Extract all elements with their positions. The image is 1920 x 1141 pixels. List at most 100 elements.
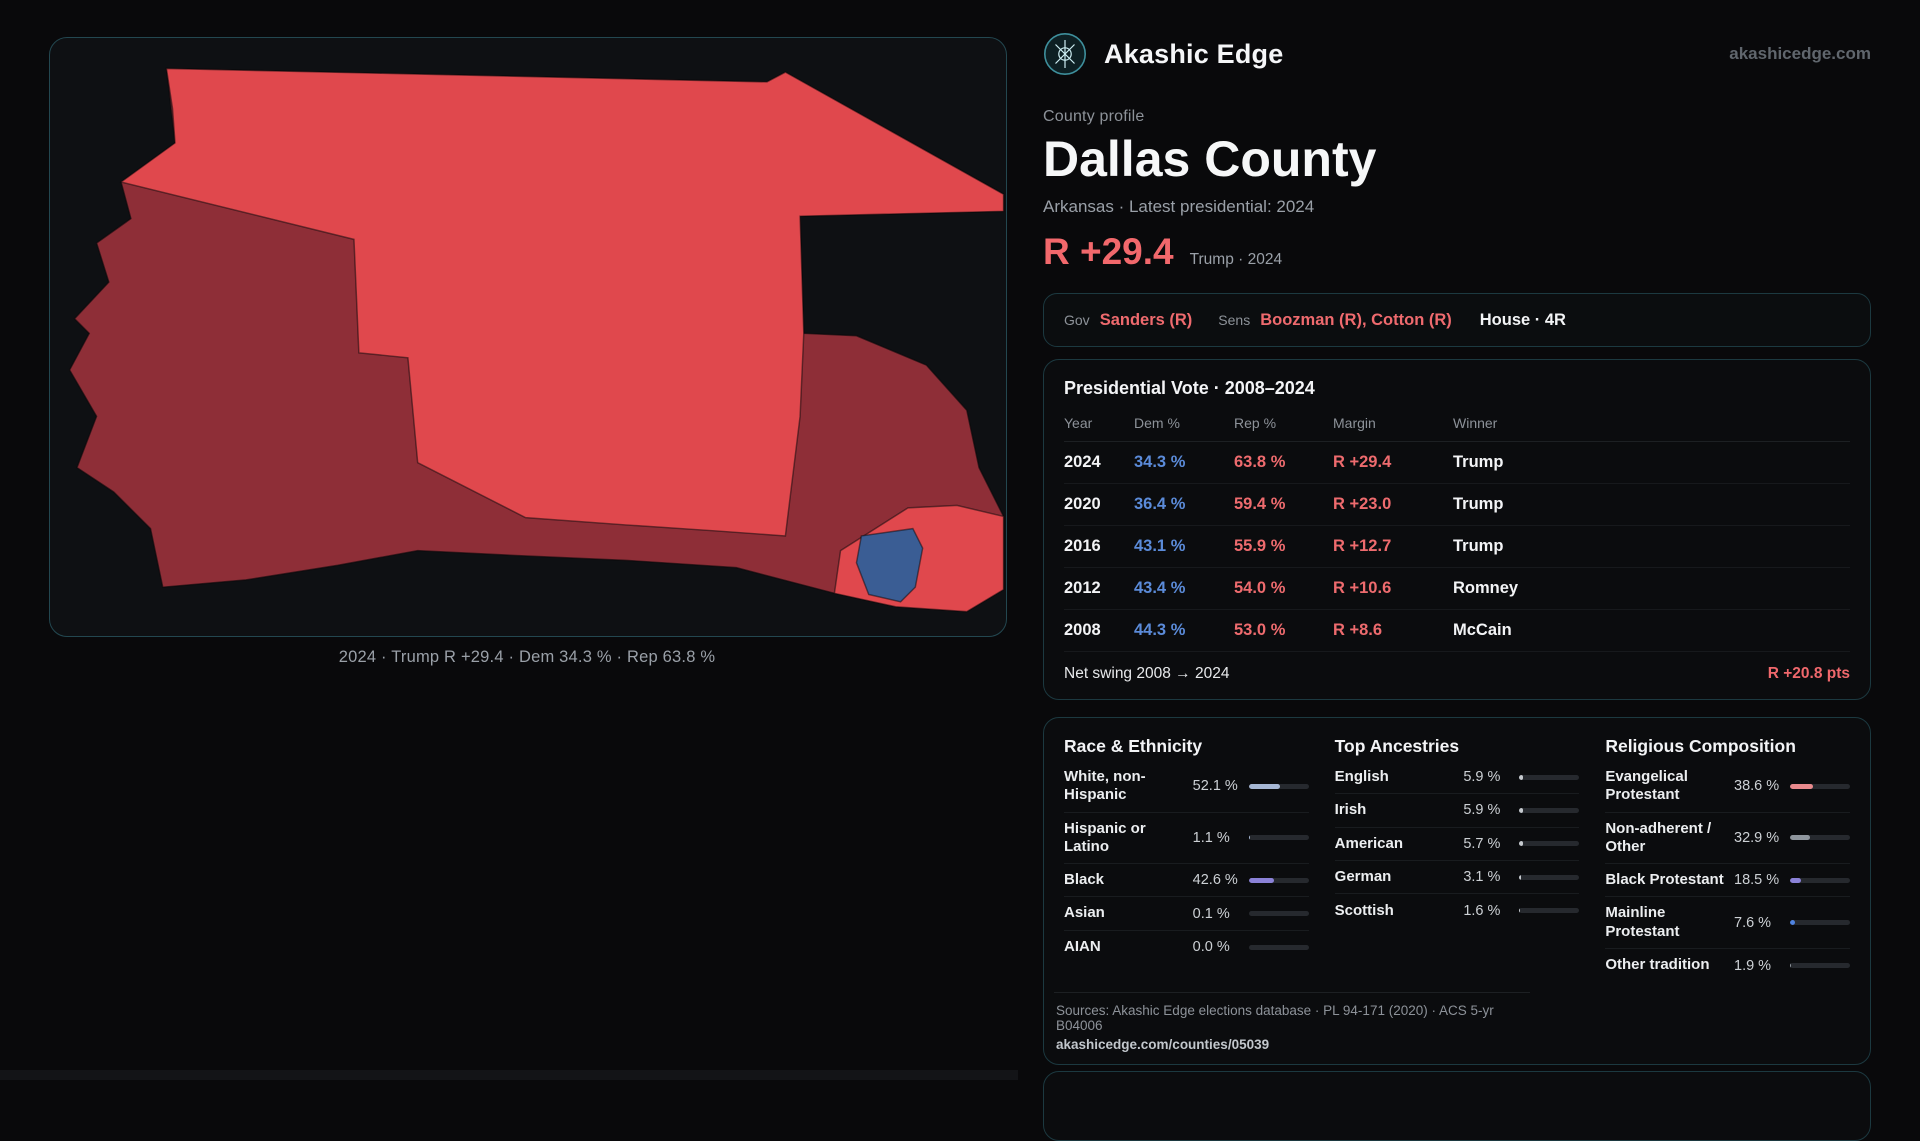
demographic-value: 18.5 % — [1734, 872, 1790, 888]
column-header-rep: Rep % — [1234, 415, 1333, 431]
vote-table-row: 2024 34.3 % 63.8 % R +29.4 Trump — [1064, 442, 1850, 484]
demographic-label: Non-adherent / Other — [1605, 820, 1734, 857]
demographic-value: 3.1 % — [1463, 869, 1519, 885]
cell-year: 2008 — [1064, 621, 1134, 640]
demographic-value: 7.6 % — [1734, 915, 1790, 931]
brand-home-link[interactable]: Akashic Edge — [1043, 32, 1283, 76]
demographic-bar-track — [1790, 963, 1850, 968]
cell-margin: R +10.6 — [1333, 579, 1453, 598]
sources-block: Sources: Akashic Edge elections database… — [1054, 992, 1530, 1052]
governor-label: Gov — [1064, 312, 1090, 328]
demographic-label: Hispanic or Latino — [1064, 820, 1193, 857]
net-swing-row: Net swing 2008 → 2024 R +20.8 pts — [1064, 665, 1850, 687]
vote-table-row: 2020 36.4 % 59.4 % R +23.0 Trump — [1064, 484, 1850, 526]
cell-year: 2020 — [1064, 495, 1134, 514]
demographic-bar-track — [1790, 784, 1850, 789]
demographic-bar-track — [1249, 784, 1309, 789]
demographic-label: American — [1335, 835, 1464, 853]
demographic-row: Hispanic or Latino 1.1 % — [1064, 813, 1309, 865]
demographic-bar-fill — [1519, 841, 1522, 846]
site-url-link[interactable]: akashicedge.com — [1729, 44, 1871, 64]
demographic-bar-track — [1519, 775, 1579, 780]
demographic-value: 0.0 % — [1193, 939, 1249, 955]
cell-margin: R +12.7 — [1333, 537, 1453, 556]
demographic-value: 0.1 % — [1193, 906, 1249, 922]
demographic-label: AIAN — [1064, 938, 1193, 956]
demographic-bar-fill — [1790, 835, 1810, 840]
demographic-row: Mainline Protestant 7.6 % — [1605, 897, 1850, 949]
demographic-value: 5.9 % — [1463, 802, 1519, 818]
demographic-bar-fill — [1790, 963, 1791, 968]
demographic-label: Black — [1064, 871, 1193, 889]
demographic-bar-track — [1249, 911, 1309, 916]
vote-table-row: 2016 43.1 % 55.9 % R +12.7 Trump — [1064, 526, 1850, 568]
demographic-value: 38.6 % — [1734, 778, 1790, 794]
demographic-bar-fill — [1249, 784, 1280, 789]
cell-rep-pct: 54.0 % — [1234, 579, 1333, 598]
permalink-link[interactable]: akashicedge.com/counties/05039 — [1056, 1037, 1530, 1052]
demographic-value: 5.7 % — [1463, 836, 1519, 852]
cell-winner: Trump — [1453, 453, 1850, 472]
demographic-row: Non-adherent / Other 32.9 % — [1605, 813, 1850, 865]
house-delegation: House · 4R — [1480, 311, 1566, 330]
demographic-value: 1.1 % — [1193, 830, 1249, 846]
cell-winner: Trump — [1453, 495, 1850, 514]
demographic-row: Other tradition 1.9 % — [1605, 949, 1850, 982]
demographic-row: English 5.9 % — [1335, 761, 1580, 794]
demographic-bar-fill — [1249, 878, 1275, 883]
religious-composition-column: Religious Composition Evangelical Protes… — [1605, 736, 1850, 982]
headline-margin-note: Trump · 2024 — [1190, 251, 1282, 269]
sources-text: Sources: Akashic Edge elections database… — [1056, 1003, 1530, 1033]
county-profile-panel: Akashic Edge akashicedge.com County prof… — [1043, 30, 1871, 1065]
presidential-vote-card: Presidential Vote · 2008–2024 Year Dem %… — [1043, 359, 1871, 700]
cell-winner: Romney — [1453, 579, 1850, 598]
demographic-row: AIAN 0.0 % — [1064, 931, 1309, 964]
cell-dem-pct: 36.4 % — [1134, 495, 1234, 514]
demographic-label: Black Protestant — [1605, 871, 1734, 889]
demographic-bar-track — [1249, 835, 1309, 840]
demographic-row: Black Protestant 18.5 % — [1605, 864, 1850, 897]
cell-dem-pct: 34.3 % — [1134, 453, 1234, 472]
brand-title: Akashic Edge — [1104, 39, 1283, 70]
county-map-panel — [49, 37, 1007, 637]
top-ancestries-column: Top Ancestries English 5.9 % Irish 5.9 %… — [1335, 736, 1580, 982]
officials-strip: Gov Sanders (R) Sens Boozman (R), Cotton… — [1043, 293, 1871, 347]
cell-year: 2016 — [1064, 537, 1134, 556]
page-title: Dallas County — [1043, 132, 1871, 187]
demographic-value: 32.9 % — [1734, 830, 1790, 846]
demographic-row: German 3.1 % — [1335, 861, 1580, 894]
cell-dem-pct: 43.1 % — [1134, 537, 1234, 556]
demographic-label: Evangelical Protestant — [1605, 768, 1734, 805]
demographic-row: Black 42.6 % — [1064, 864, 1309, 897]
governor-value: Sanders (R) — [1100, 311, 1193, 330]
demographic-value: 42.6 % — [1193, 872, 1249, 888]
demographics-card: Race & Ethnicity White, non-Hispanic 52.… — [1043, 717, 1871, 1065]
county-subtitle: Arkansas · Latest presidential: 2024 — [1043, 197, 1871, 217]
vote-table-row: 2008 44.3 % 53.0 % R +8.6 McCain — [1064, 610, 1850, 652]
vote-table-header: Year Dem % Rep % Margin Winner — [1064, 415, 1850, 442]
demographic-label: Other tradition — [1605, 956, 1734, 974]
demographic-bar-track — [1519, 841, 1579, 846]
column-header-margin: Margin — [1333, 415, 1453, 431]
cell-winner: McCain — [1453, 621, 1850, 640]
demographic-bar-fill — [1790, 920, 1795, 925]
demographic-bar-track — [1519, 875, 1579, 880]
map-caption: 2024 · Trump R +29.4 · Dem 34.3 % · Rep … — [49, 648, 1005, 667]
demographic-label: Mainline Protestant — [1605, 904, 1734, 941]
demographic-bar-fill — [1519, 775, 1523, 780]
religious-composition-title: Religious Composition — [1605, 736, 1850, 757]
demographic-row: Irish 5.9 % — [1335, 794, 1580, 827]
demographic-bar-track — [1519, 808, 1579, 813]
net-swing-label: Net swing 2008 → 2024 — [1064, 665, 1229, 683]
net-swing-value: R +20.8 pts — [1768, 665, 1850, 683]
senators-value: Boozman (R), Cotton (R) — [1260, 311, 1452, 330]
cell-margin: R +8.6 — [1333, 621, 1453, 640]
demographic-row: Asian 0.1 % — [1064, 897, 1309, 930]
demographic-row: American 5.7 % — [1335, 828, 1580, 861]
demographic-bar-track — [1249, 878, 1309, 883]
demographic-bar-fill — [1249, 835, 1250, 840]
demographic-value: 52.1 % — [1193, 778, 1249, 794]
demographic-label: German — [1335, 868, 1464, 886]
senators-label: Sens — [1218, 312, 1250, 328]
demographic-label: Asian — [1064, 904, 1193, 922]
